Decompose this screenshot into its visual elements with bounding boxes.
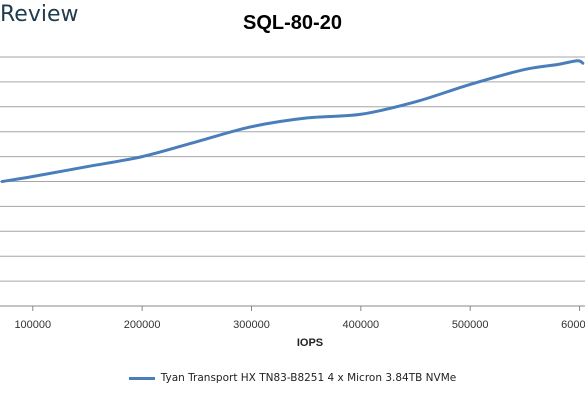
chart-legend: Tyan Transport HX TN83-B8251 4 x Micron … xyxy=(0,372,585,384)
x-tick-label: 400000 xyxy=(342,319,379,331)
series-line xyxy=(0,59,585,183)
x-tick-label: 500000 xyxy=(452,319,489,331)
x-tick-label: 300000 xyxy=(233,319,270,331)
x-tick-label: 100000 xyxy=(14,319,51,331)
site-logo: Review xyxy=(0,2,79,27)
chart-title: SQL-80-20 xyxy=(243,12,342,34)
legend-swatch xyxy=(128,376,155,380)
x-axis-label: IOPS xyxy=(296,337,324,349)
x-tick-label: 600000 xyxy=(561,319,585,331)
legend-label: Tyan Transport HX TN83-B8251 4 x Micron … xyxy=(160,372,457,384)
x-tick-label: 200000 xyxy=(124,319,161,331)
